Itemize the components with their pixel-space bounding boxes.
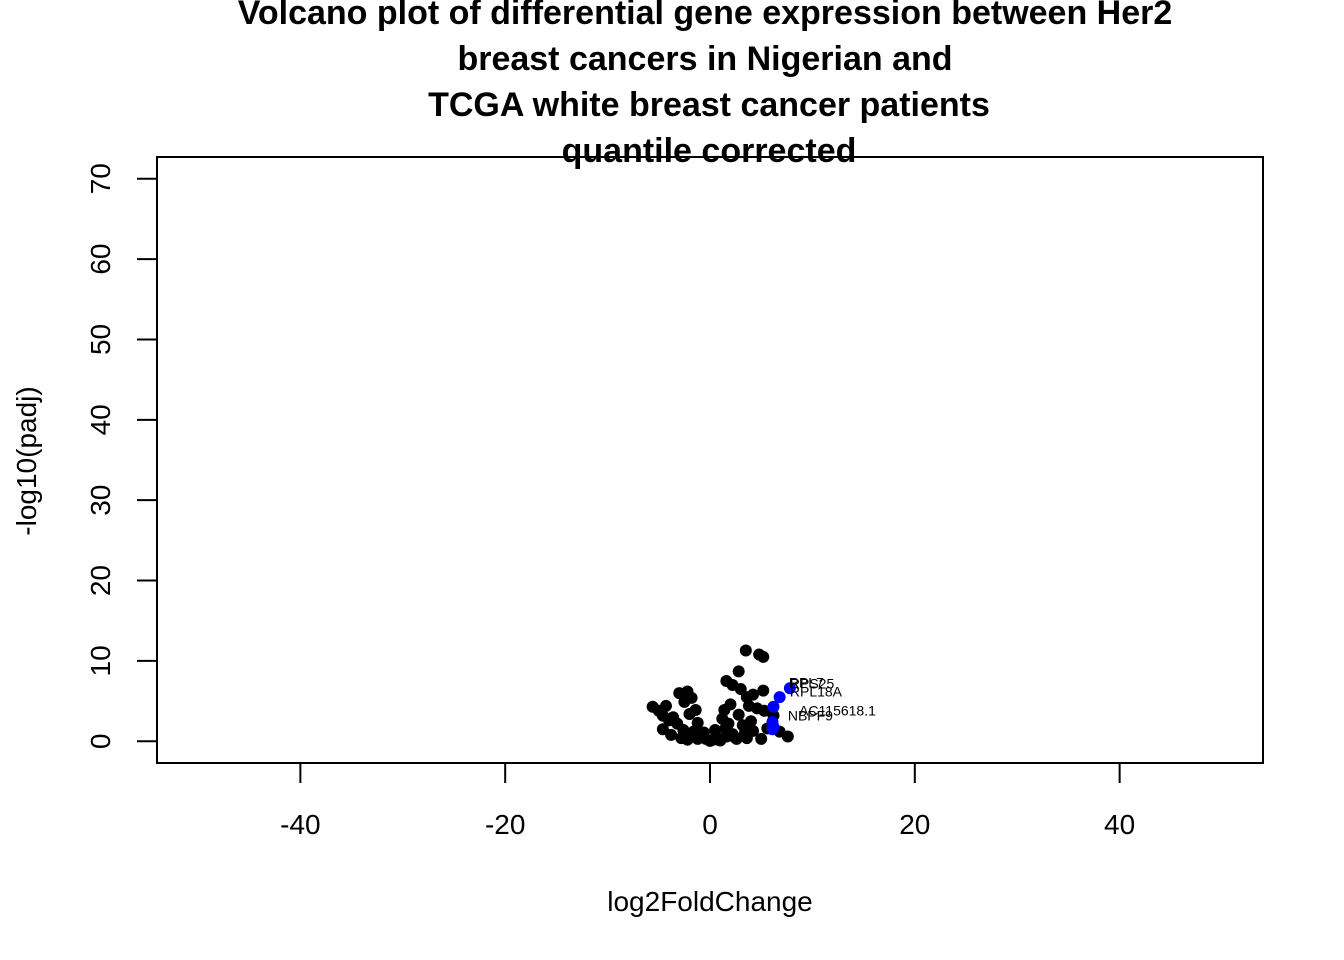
x-tick-label: 0 bbox=[702, 809, 718, 840]
data-point bbox=[665, 728, 678, 741]
x-tick-label: -40 bbox=[280, 809, 320, 840]
y-tick-label: 60 bbox=[85, 243, 116, 274]
data-point bbox=[732, 665, 745, 678]
data-points bbox=[646, 644, 796, 747]
data-point bbox=[730, 732, 743, 745]
x-tick-label: 20 bbox=[899, 809, 930, 840]
y-tick-label: 10 bbox=[85, 645, 116, 676]
x-tick-label: 40 bbox=[1104, 809, 1135, 840]
y-tick-label: 30 bbox=[85, 485, 116, 516]
y-axis: 0 10 20 30 40 50 60 70 bbox=[85, 163, 158, 750]
y-axis-label: -log10(padj) bbox=[11, 386, 42, 535]
y-tick-label: 0 bbox=[85, 734, 116, 750]
plot-frame bbox=[156, 156, 1264, 764]
point-label: RPL7 bbox=[789, 674, 824, 690]
data-point bbox=[758, 704, 771, 717]
point-label: NBPF9 bbox=[788, 707, 833, 723]
chart-title-line: quantile corrected bbox=[562, 132, 857, 170]
chart-title-line: Volcano plot of differential gene expres… bbox=[238, 0, 1173, 32]
data-point bbox=[691, 732, 704, 745]
point-label: AC115618.1 bbox=[799, 703, 876, 719]
point-label: RPL18A bbox=[790, 683, 843, 699]
y-tick-label: 50 bbox=[85, 324, 116, 355]
highlighted-data-point bbox=[773, 691, 786, 704]
x-tick-label: -20 bbox=[485, 809, 525, 840]
data-point bbox=[739, 644, 752, 657]
chart-title: Volcano plot of differential gene expres… bbox=[238, 0, 1173, 170]
data-point bbox=[757, 684, 770, 697]
highlighted-data-point bbox=[767, 700, 780, 713]
data-point bbox=[681, 733, 694, 746]
data-point bbox=[678, 695, 691, 708]
x-axis-label: log2FoldChange bbox=[607, 886, 813, 917]
data-point bbox=[740, 732, 753, 745]
point-label: RPS25 bbox=[790, 675, 835, 691]
highlighted-data-point bbox=[783, 682, 796, 695]
highlighted-data-point bbox=[766, 723, 779, 736]
data-point bbox=[732, 708, 745, 721]
chart-title-line: breast cancers in Nigerian and bbox=[457, 40, 952, 78]
y-tick-label: 70 bbox=[85, 163, 116, 194]
data-point bbox=[781, 730, 794, 743]
data-point bbox=[744, 715, 757, 728]
data-point bbox=[724, 698, 737, 711]
chart-title-line: TCGA white breast cancer patients bbox=[428, 86, 990, 124]
data-point bbox=[673, 687, 686, 700]
data-point bbox=[689, 703, 702, 716]
data-point bbox=[722, 717, 735, 730]
data-point bbox=[755, 732, 768, 745]
y-tick-label: 20 bbox=[85, 565, 116, 596]
data-point bbox=[712, 733, 725, 746]
y-tick-label: 40 bbox=[85, 404, 116, 435]
x-axis: -40 -20 0 20 40 bbox=[280, 762, 1135, 840]
data-point bbox=[757, 650, 770, 663]
